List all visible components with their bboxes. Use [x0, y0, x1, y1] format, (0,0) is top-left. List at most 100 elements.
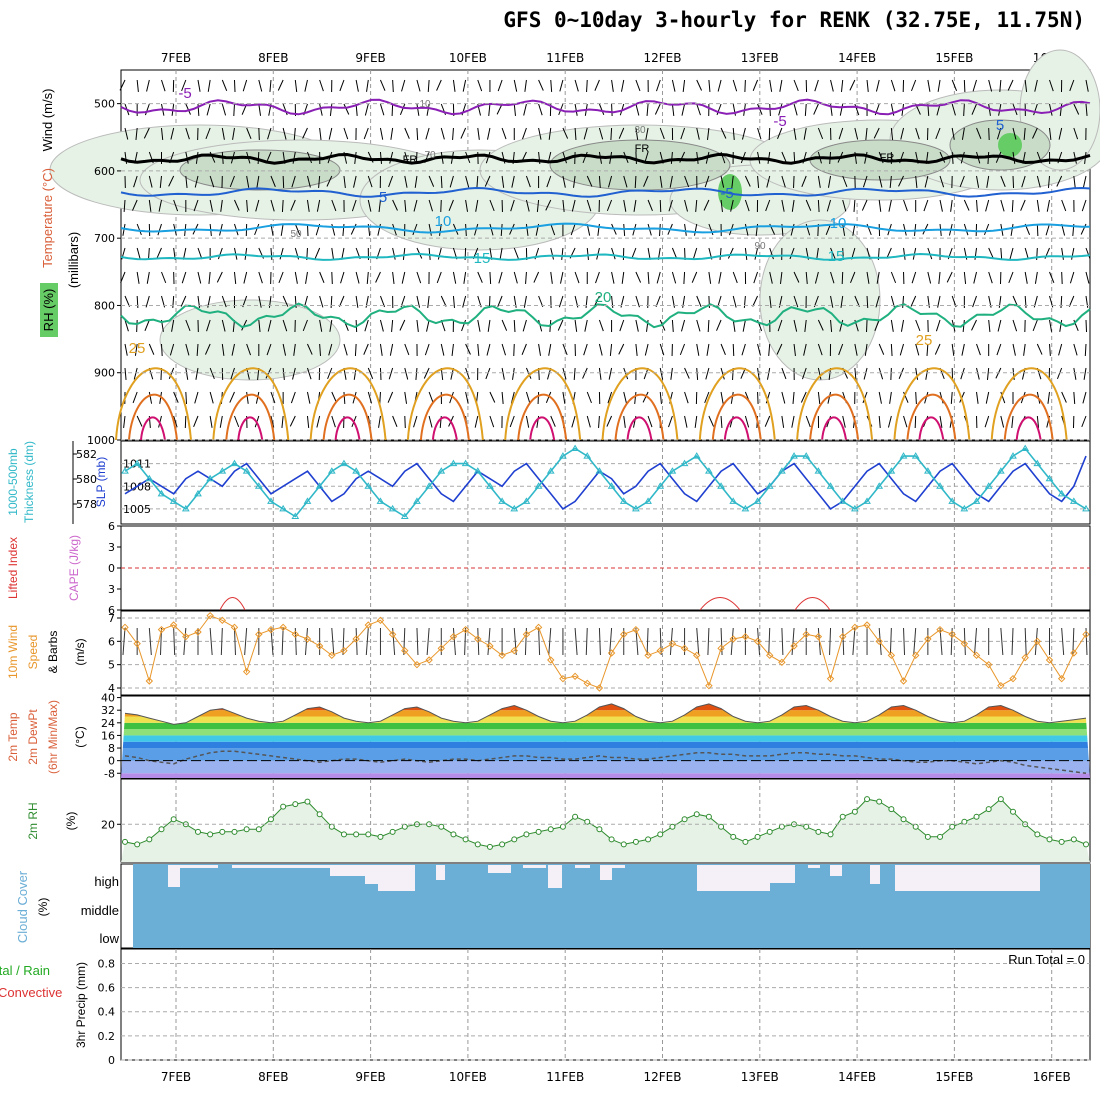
temp-contour-35 — [821, 416, 848, 441]
wind-barb — [136, 223, 142, 236]
wind-barb — [976, 127, 982, 139]
wind-barb — [1000, 247, 1003, 260]
wind10-point — [522, 630, 531, 639]
wind10-point — [851, 623, 859, 632]
wind-barb — [826, 199, 832, 212]
wind-barb — [863, 367, 868, 380]
wind-barb — [343, 175, 346, 188]
wind-barb — [924, 175, 929, 188]
wind-barb — [635, 343, 638, 356]
wind-barb — [537, 391, 540, 405]
wind-barb — [254, 223, 260, 236]
wind-barb — [696, 319, 701, 332]
wind-barb — [500, 223, 503, 236]
wind-barb — [1024, 295, 1027, 308]
wind-barb — [781, 151, 787, 163]
rh2m-point — [572, 813, 579, 820]
wind-barb — [635, 127, 639, 140]
wind10-point — [887, 651, 896, 660]
wind-barb — [972, 295, 977, 308]
wind10-barb — [416, 627, 419, 656]
wind-barb — [703, 199, 710, 211]
wind-barb — [777, 127, 783, 139]
thickness-point — [632, 504, 640, 512]
wind-barb — [974, 247, 978, 260]
wind-barb — [744, 415, 750, 428]
wind-barb — [976, 199, 978, 212]
wind10-point — [632, 625, 640, 634]
wind-barb — [1024, 79, 1028, 92]
wind-barb — [1082, 175, 1087, 188]
wind-barb — [448, 199, 454, 211]
wind-barb — [769, 103, 771, 116]
rh2m-point — [718, 823, 725, 830]
wind10-point — [729, 635, 737, 643]
cloud-unit-label: (%) — [36, 898, 50, 917]
wind-barb — [354, 151, 357, 164]
wind-barb — [477, 343, 480, 356]
wind-barb — [244, 247, 248, 260]
temp-contour-35 — [1015, 416, 1042, 441]
y-tick-label: 1000 — [87, 434, 115, 447]
wind-barb — [586, 391, 592, 404]
wind-barb — [598, 103, 605, 115]
wind-barb — [197, 247, 203, 260]
wind-barb — [680, 127, 686, 140]
y-axis-rh: 20 — [101, 818, 1090, 831]
y-tick-label: 700 — [94, 232, 115, 245]
temp-contour-30 — [1003, 393, 1054, 441]
wind-barb — [282, 103, 288, 116]
wind-barb — [1045, 223, 1050, 236]
wind-barb — [513, 247, 519, 260]
wind-barb — [1012, 175, 1015, 189]
wind-barb — [561, 247, 564, 260]
rh2m-point — [535, 828, 542, 835]
wind-barb — [849, 79, 856, 91]
rh-region-90 — [998, 133, 1022, 157]
date-label-top: 11FEB — [546, 51, 584, 65]
wind-barb — [181, 79, 187, 92]
thickness-point — [449, 459, 458, 467]
wind-barb — [319, 343, 322, 356]
wind-barb — [319, 295, 324, 308]
y-axis-upper: 500 600 700 800 900 1000 — [87, 98, 1090, 447]
rh2m-point — [924, 833, 931, 840]
wind10-barb — [233, 627, 236, 656]
wind-barb — [305, 271, 308, 284]
wind-barb — [611, 295, 614, 308]
wind10-axis-label-3: & Barbs — [46, 631, 60, 674]
wind-barb — [900, 127, 905, 140]
wind-barb — [294, 223, 301, 235]
wind10-barb — [878, 627, 882, 656]
wind10-point — [206, 611, 214, 620]
wind-barb — [209, 367, 215, 380]
wind-barb — [696, 343, 700, 356]
wind-barb — [319, 103, 323, 116]
rh2m-point — [267, 816, 274, 823]
wind-barb — [319, 127, 322, 140]
wind-barb — [1085, 103, 1088, 116]
wind-barb — [903, 223, 907, 236]
rh2m-point — [900, 816, 907, 823]
wind-barb — [145, 295, 150, 308]
wind-barb — [878, 343, 885, 355]
wind-barb — [753, 271, 759, 284]
wind-barb — [862, 391, 868, 404]
wind-barb — [231, 343, 235, 356]
temp-contour-25 — [406, 367, 484, 441]
rh2m-point — [1010, 808, 1017, 815]
wind-barb — [670, 367, 673, 380]
wind-barb — [716, 103, 722, 116]
wind-barb — [757, 367, 760, 380]
wind-barb — [830, 79, 834, 92]
wind-barb — [814, 79, 819, 92]
rh2m-point — [657, 831, 664, 838]
thickness-point — [242, 467, 251, 474]
date-label-top: 14FEB — [838, 51, 876, 65]
wind-barb — [646, 103, 649, 116]
wind-barb — [937, 79, 941, 92]
wind-barb — [267, 319, 272, 332]
wind-barb — [1012, 151, 1016, 164]
rh2m-point — [620, 841, 627, 848]
wind10-point — [291, 630, 300, 639]
